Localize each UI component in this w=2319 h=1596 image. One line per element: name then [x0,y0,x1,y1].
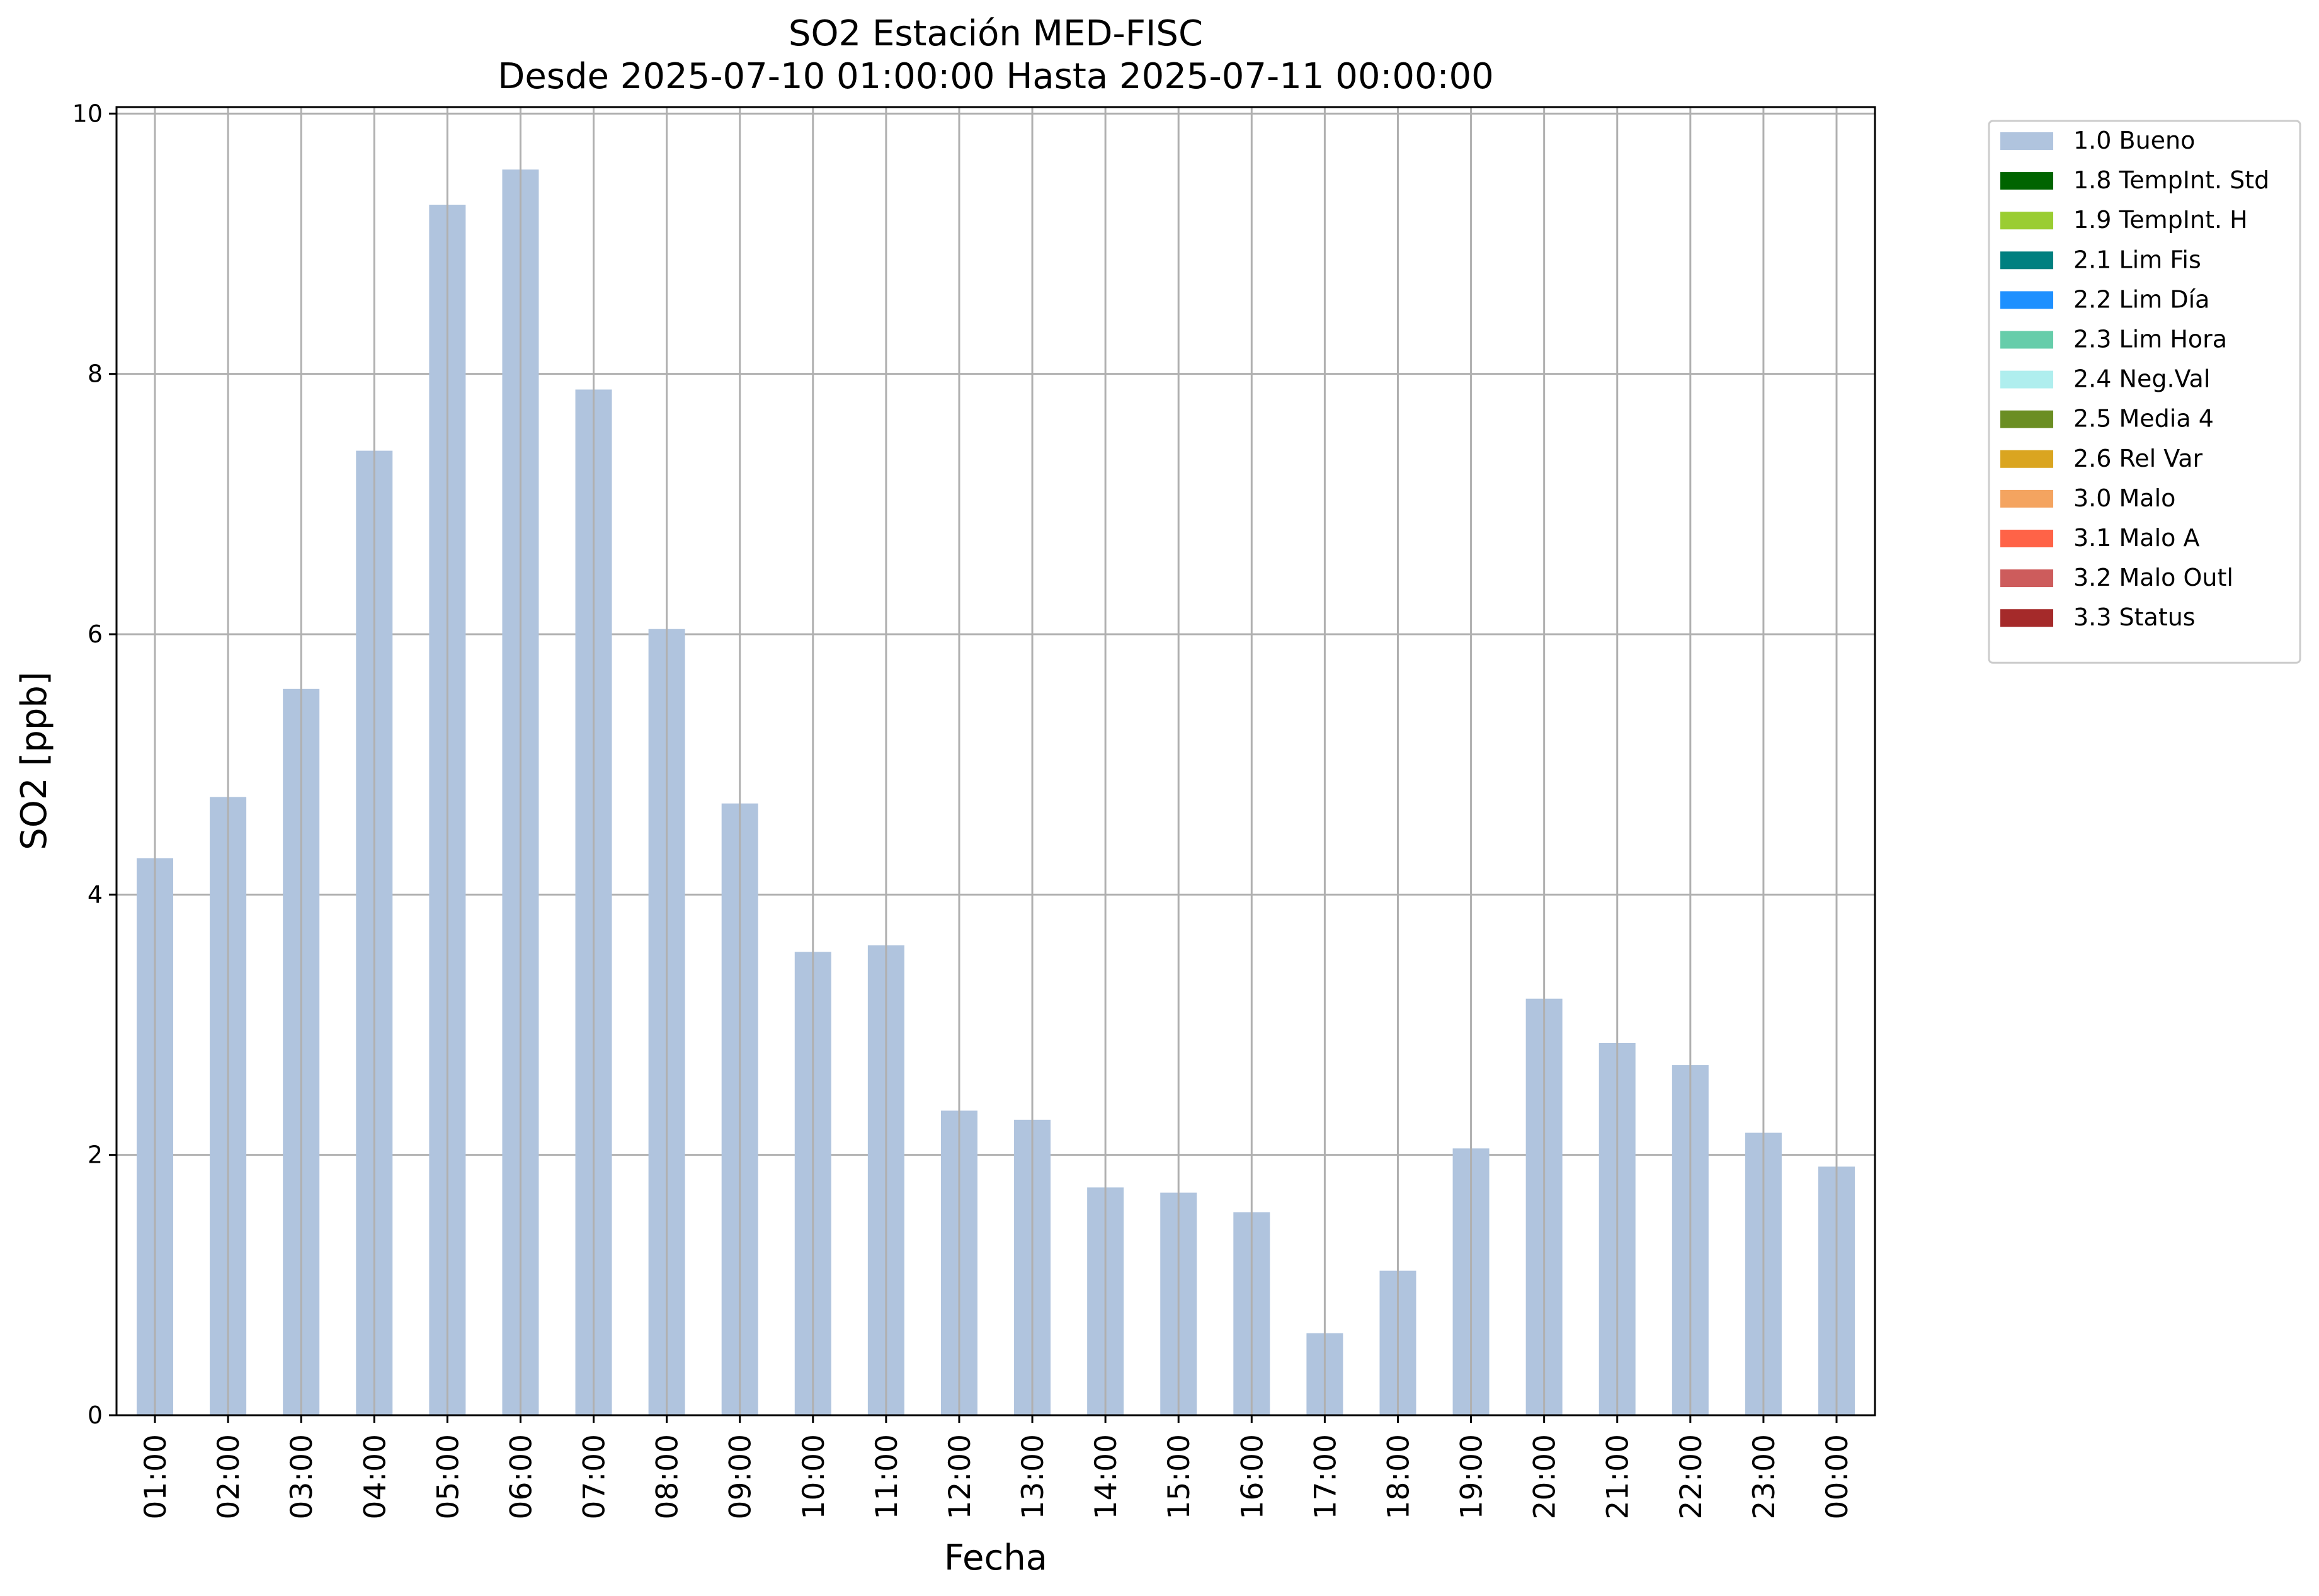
legend-label: 3.1 Malo A [2073,524,2199,552]
legend-label: 2.3 Lim Hora [2073,326,2227,353]
x-tick-label: 17:00 [1308,1434,1343,1519]
y-axis-ticks: 0 2 4 6 8 10 [72,100,117,1429]
x-tick-label: 00:00 [1820,1434,1855,1519]
y-tick-label: 4 [88,881,103,908]
x-tick-label: 08:00 [651,1434,685,1519]
legend-swatch [2000,251,2053,270]
legend-label: 2.1 Lim Fis [2073,246,2201,273]
x-tick-label: 04:00 [358,1434,392,1519]
y-tick-label: 8 [88,360,103,388]
legend-swatch [2000,212,2053,230]
legend-label: 2.2 Lim Día [2073,285,2209,313]
x-tick-label: 22:00 [1674,1434,1709,1519]
x-tick-label: 16:00 [1235,1434,1270,1519]
x-tick-label: 18:00 [1381,1434,1416,1519]
x-axis-label: Fecha [944,1537,1047,1578]
legend-label: 3.3 Status [2073,603,2196,631]
chart-subtitle: Desde 2025-07-10 01:00:00 Hasta 2025-07-… [498,56,1494,97]
x-tick-label: 01:00 [139,1434,173,1519]
x-tick-label: 13:00 [1016,1434,1051,1519]
legend-swatch [2000,489,2053,508]
legend-label: 1.9 TempInt. H [2073,206,2248,234]
x-tick-label: 23:00 [1747,1434,1782,1519]
legend-swatch [2000,569,2053,588]
y-tick-label: 0 [88,1401,103,1429]
legend-swatch [2000,370,2053,389]
legend-label: 2.4 Neg.Val [2073,365,2210,393]
legend-label: 1.0 Bueno [2073,127,2195,154]
x-tick-label: 19:00 [1455,1434,1490,1519]
x-tick-label: 20:00 [1528,1434,1563,1519]
y-tick-label: 6 [88,620,103,648]
y-axis-label: SO2 [ppb] [14,671,55,850]
x-tick-label: 09:00 [724,1434,758,1519]
legend-swatch [2000,450,2053,468]
legend-swatch [2000,410,2053,428]
x-tick-label: 02:00 [212,1434,246,1519]
legend-swatch [2000,172,2053,190]
legend-label: 2.6 Rel Var [2073,445,2203,472]
y-tick-label: 10 [72,100,103,127]
legend-swatch [2000,530,2053,547]
y-tick-label: 2 [88,1141,103,1169]
legend: 1.0 Bueno 1.8 TempInt. Std 1.9 TempInt. H 2… [1988,120,2301,664]
x-tick-label: 12:00 [943,1434,977,1519]
x-axis-ticks: 01:00 02:00 03:00 04:00 05:00 06:00 07:00 08:00… [139,1415,1855,1519]
x-tick-label: 21:00 [1601,1434,1636,1519]
chart-title: SO2 Estación MED-FISC [789,13,1203,54]
plot-frame [115,106,1876,1416]
legend-swatch [2000,609,2053,627]
x-tick-label: 06:00 [504,1434,538,1519]
legend-label: 3.2 Malo Outl [2073,564,2233,591]
legend-label: 3.0 Malo [2073,484,2175,512]
x-tick-label: 10:00 [797,1434,831,1519]
x-tick-label: 07:00 [578,1434,612,1519]
legend-label: 2.5 Media 4 [2073,405,2214,433]
legend-swatch [2000,331,2053,349]
legend-frame [1988,120,2301,664]
bars [137,169,1855,1416]
x-tick-label: 03:00 [285,1434,319,1519]
x-tick-label: 11:00 [870,1434,904,1519]
x-tick-label: 05:00 [431,1434,465,1519]
legend-swatch [2000,132,2053,150]
legend-label: 1.8 TempInt. Std [2073,166,2269,194]
x-tick-label: 15:00 [1162,1434,1197,1519]
vertical-grid-lines [154,107,1838,1415]
legend-swatch [2000,291,2053,309]
x-tick-label: 14:00 [1089,1434,1124,1519]
